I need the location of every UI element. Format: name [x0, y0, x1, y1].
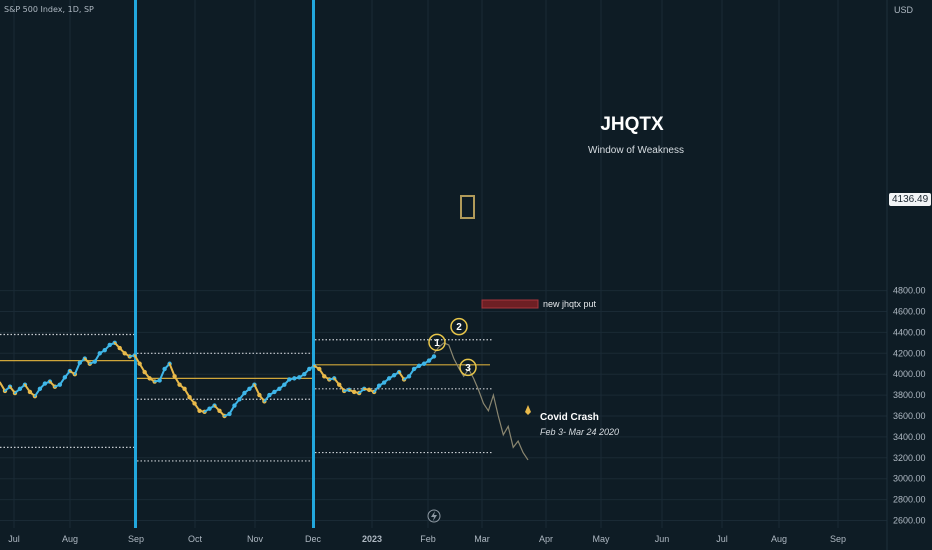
put-label: new jhqtx put: [543, 299, 597, 309]
wave-circle-label: 2: [456, 322, 462, 333]
time-tick-label: Aug: [62, 534, 78, 544]
last-price-tag: 4136.49: [889, 193, 932, 206]
crash-end-marker: [525, 405, 531, 415]
time-tick-label: Sep: [830, 534, 846, 544]
price-tick-label: 3600.00: [893, 411, 926, 421]
plot-background: [0, 0, 887, 528]
vertical-marker-sep: [134, 0, 137, 528]
time-tick-label: Feb: [420, 534, 436, 544]
price-tick-label: 4000.00: [893, 369, 926, 379]
time-axis[interactable]: Jul Aug Sep Oct Nov Dec 2023 Feb Mar Apr May Jun Jul…: [8, 534, 846, 544]
price-segment: [168, 362, 176, 378]
price-tick-label: 4200.00: [893, 348, 926, 358]
time-tick-label: 2023: [362, 534, 382, 544]
time-tick-label: Mar: [474, 534, 490, 544]
time-tick-label: May: [592, 534, 610, 544]
price-tick-label: 3800.00: [893, 390, 926, 400]
time-tick-label: Jul: [8, 534, 20, 544]
price-point: [431, 354, 437, 359]
time-tick-label: Dec: [305, 534, 322, 544]
time-tick-label: Apr: [539, 534, 553, 544]
time-tick-label: Oct: [188, 534, 203, 544]
projection-series: [433, 342, 529, 461]
price-axis[interactable]: 2600.00 2800.00 3000.00 3200.00 3400.00 3600.…: [893, 286, 926, 526]
price-tick-label: 4400.00: [893, 327, 926, 337]
chart-subtitle: Window of Weakness: [588, 145, 684, 156]
price-tick-label: 2800.00: [893, 495, 926, 505]
projection-line: [433, 342, 529, 461]
price-tick-label: 4600.00: [893, 307, 926, 317]
wave-circle-label: 1: [434, 338, 440, 349]
crash-label: Covid Crash: [540, 412, 599, 423]
currency-label: USD: [894, 5, 914, 15]
price-tick-label: 4800.00: [893, 286, 926, 296]
wave-circle: [459, 358, 477, 377]
time-tick-label: Sep: [128, 534, 144, 544]
price-tick-label: 3400.00: [893, 432, 926, 442]
price-tick-label: 3000.00: [893, 474, 926, 484]
time-tick-label: Nov: [247, 534, 264, 544]
wave-circles: 1 2 3: [428, 317, 477, 377]
time-tick-label: Jun: [655, 534, 670, 544]
lightning-icon[interactable]: [427, 509, 441, 523]
vertical-marker-dec: [312, 0, 315, 528]
level-lines: [0, 333, 492, 462]
price-tick-label: 2600.00: [893, 516, 926, 526]
price-tick-label: 3200.00: [893, 453, 926, 463]
target-box: [460, 195, 475, 219]
time-tick-label: Aug: [771, 534, 787, 544]
wave-circle: [428, 333, 446, 352]
price-series: [0, 340, 437, 419]
vertical-markers: [134, 0, 315, 528]
wave-circle-label: 3: [465, 363, 471, 374]
put-zone: [481, 299, 539, 309]
wave-circle: [450, 317, 468, 336]
crash-dates: Feb 3- Mar 24 2020: [540, 427, 619, 437]
time-tick-label: Jul: [716, 534, 728, 544]
symbol-header: S&P 500 Index, 1D, SP: [4, 5, 94, 14]
chart-title: JHQTX: [600, 114, 664, 135]
